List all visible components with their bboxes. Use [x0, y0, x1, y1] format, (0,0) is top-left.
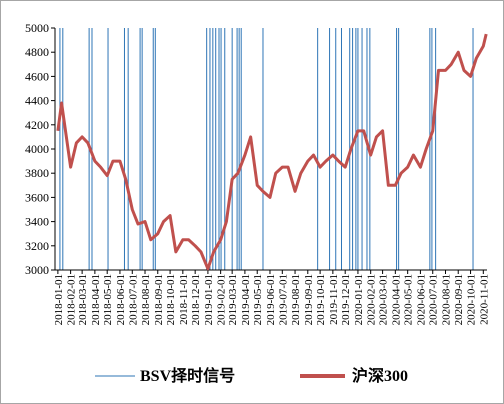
y-tick-label: 4000 — [25, 142, 49, 156]
x-tick-label: 2018-01-01 — [53, 274, 65, 325]
y-tick-label: 3800 — [25, 166, 49, 180]
x-tick-label: 2019-03-01 — [227, 274, 239, 325]
y-tick-label: 3200 — [25, 239, 49, 253]
x-tick-label: 2020-09-01 — [453, 274, 465, 325]
x-tick-label: 2018-11-01 — [178, 274, 190, 325]
y-tick-label: 4800 — [25, 45, 49, 59]
y-tick-label: 3000 — [25, 263, 49, 277]
x-tick-label: 2018-06-01 — [115, 274, 127, 325]
x-tick-label: 2018-04-01 — [90, 274, 102, 325]
x-tick-label: 2018-05-01 — [102, 274, 114, 325]
y-tick-label: 4400 — [25, 94, 49, 108]
x-tick-label: 2018-10-01 — [165, 274, 177, 325]
x-tick-label: 2018-02-01 — [66, 274, 78, 325]
x-tick-label: 2019-01-01 — [203, 274, 215, 325]
x-tick-label: 2019-09-01 — [303, 274, 315, 325]
y-tick-label: 3600 — [25, 190, 49, 204]
x-tick-label: 2019-10-01 — [315, 274, 327, 325]
x-tick-label: 2020-01-01 — [353, 274, 365, 325]
x-tick-label: 2019-02-01 — [216, 274, 228, 325]
x-tick-label: 2020-08-01 — [440, 274, 452, 325]
data-line — [56, 33, 488, 271]
x-tick-label: 2019-07-01 — [277, 274, 289, 325]
x-tick-label: 2019-05-01 — [252, 274, 264, 325]
legend-label: BSV择时信号 — [140, 366, 235, 385]
x-tick-label: 2018-07-01 — [127, 274, 139, 325]
x-tick-label: 2020-06-01 — [415, 274, 427, 325]
y-tick-label: 5000 — [25, 21, 49, 35]
x-tick-label: 2020-05-01 — [403, 274, 415, 325]
x-tick-label: 2020-07-01 — [428, 274, 440, 325]
x-tick-label: 2018-08-01 — [140, 274, 152, 325]
x-tick-label: 2018-09-01 — [153, 274, 165, 325]
x-tick-label: 2019-08-01 — [290, 274, 302, 325]
legend-label: 沪深300 — [352, 366, 408, 385]
y-tick-label: 4600 — [25, 69, 49, 83]
x-tick-label: 2019-04-01 — [240, 274, 252, 325]
x-tick-label: 2020-10-01 — [466, 274, 478, 325]
y-tick-label: 4200 — [25, 118, 49, 132]
x-tick-label: 2018-12-01 — [190, 274, 202, 325]
x-tick-label: 2020-02-01 — [366, 274, 378, 325]
x-tick-label: 2020-04-01 — [390, 274, 402, 325]
x-tick-label: 2019-12-01 — [340, 274, 352, 325]
x-tick-label: 2019-11-01 — [328, 274, 340, 325]
x-tick-label: 2019-06-01 — [265, 274, 277, 325]
x-tick-label: 2020-03-01 — [378, 274, 390, 325]
y-tick-label: 3400 — [25, 215, 49, 229]
x-tick-label: 2020-11-01 — [478, 274, 490, 325]
x-tick-label: 2018-03-01 — [77, 274, 89, 325]
